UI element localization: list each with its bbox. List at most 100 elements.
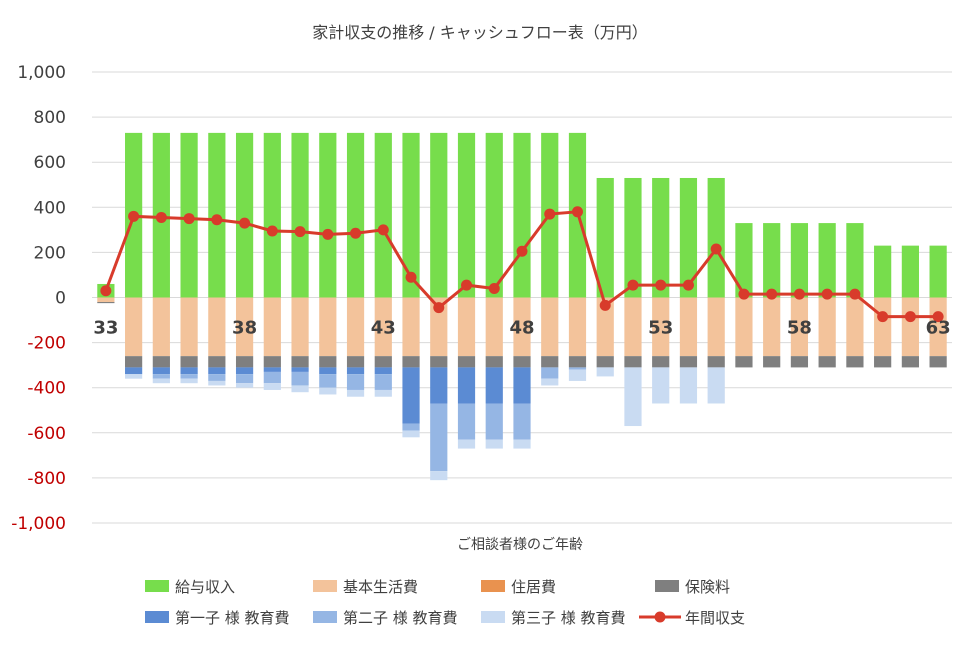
bar-segment (125, 297, 143, 357)
legend-label: 第三子 様 教育費 (511, 609, 626, 627)
line-point (877, 311, 889, 323)
line-point (488, 282, 500, 294)
bar-segment (180, 374, 198, 379)
bar-segment (346, 389, 365, 397)
bar-segment (346, 367, 365, 375)
bar-segment (235, 383, 254, 388)
legend-label: 保険料 (685, 578, 730, 596)
line-point (932, 311, 944, 323)
bar-segment (485, 132, 503, 298)
bar-segment (402, 297, 420, 357)
bar-segment (568, 297, 587, 357)
bar-segment (152, 374, 170, 379)
bar-segment (430, 471, 448, 481)
line-point (377, 224, 389, 236)
bar-segment (568, 356, 587, 368)
bar-segment (846, 223, 864, 298)
x-tick-label: 63 (926, 318, 951, 339)
bar-segment (208, 367, 226, 375)
bar-segment (402, 423, 420, 431)
bar-segment (596, 367, 614, 377)
legend-label: 基本生活費 (343, 578, 418, 596)
bar-segment (374, 356, 392, 368)
bar-segment (402, 430, 420, 438)
line-point (904, 311, 916, 323)
bar-segment (818, 297, 836, 357)
bar-segment (457, 439, 476, 449)
line-point (766, 288, 778, 300)
bar-segment (652, 297, 670, 357)
bar-segment (97, 302, 115, 304)
bar-segment (291, 371, 309, 386)
bar-segment (208, 356, 226, 368)
bar-segment (624, 356, 642, 368)
bar-segment (291, 132, 309, 298)
bar-segment (763, 223, 781, 298)
line-point (682, 279, 694, 291)
bar-segment (818, 223, 836, 298)
bar-segment (513, 439, 531, 449)
legend-swatch (313, 611, 337, 623)
bar-segment (152, 378, 170, 384)
bar-segment (568, 369, 587, 381)
y-tick-label: -200 (27, 334, 66, 354)
line-point (294, 226, 306, 238)
line-point (266, 225, 278, 237)
bar-segment (596, 177, 614, 298)
bar-segment (402, 367, 420, 424)
bar-segment (291, 385, 309, 393)
bar-segment (319, 374, 337, 388)
bar-segment (707, 356, 725, 368)
legend-swatch (481, 580, 505, 592)
line-point (350, 227, 362, 239)
bar-segment (125, 374, 143, 379)
bar-segment (374, 374, 392, 390)
bar-segment (929, 297, 947, 357)
bar-segment (874, 297, 892, 357)
line-point (738, 288, 750, 300)
bar-segment (263, 297, 281, 357)
bar-segment (513, 132, 531, 298)
bar-segment (430, 297, 448, 357)
bar-segment (901, 297, 919, 357)
bar-segment (707, 367, 725, 404)
bar-marks (97, 132, 947, 481)
bar-segment (568, 367, 587, 370)
line-point (627, 279, 639, 291)
bar-segment (125, 367, 143, 375)
bar-segment (263, 371, 281, 384)
bar-segment (541, 356, 559, 368)
legend-label: 年間収支 (685, 609, 745, 627)
line-point (655, 279, 667, 291)
chart-title: 家計収支の推移 / キャッシュフロー表（万円） (312, 23, 648, 42)
line-point (793, 288, 805, 300)
bar-segment (430, 403, 448, 472)
line-point (821, 288, 833, 300)
bar-segment (430, 356, 448, 368)
bar-segment (263, 356, 281, 368)
line-point (433, 302, 445, 314)
bar-segment (707, 177, 725, 298)
bar-segment (790, 297, 809, 357)
x-tick-label: 43 (371, 318, 396, 339)
y-tick-label: 1,000 (17, 63, 66, 83)
bar-segment (235, 132, 254, 298)
bar-segment (846, 356, 864, 368)
bar-segment (541, 297, 559, 357)
bar-segment (263, 383, 281, 390)
bar-segment (735, 223, 753, 298)
bar-segment (679, 356, 698, 368)
bar-segment (596, 297, 614, 357)
x-tick-label: 58 (787, 318, 812, 339)
bar-segment (763, 297, 781, 357)
line-series (100, 206, 944, 323)
bar-segment (402, 356, 420, 368)
bar-segment (874, 356, 892, 368)
bar-segment (846, 297, 864, 357)
bar-segment (763, 356, 781, 368)
bar-segment (457, 367, 476, 404)
x-tick-label: 38 (232, 318, 257, 339)
line-point (211, 214, 223, 226)
